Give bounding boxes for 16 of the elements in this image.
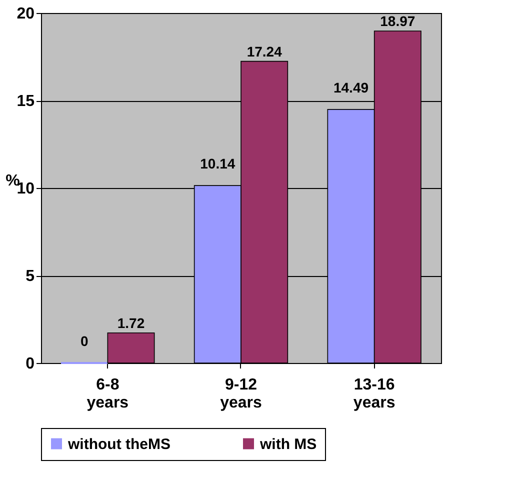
y-tick-label: 5 (26, 268, 35, 285)
legend-label: without theMS (67, 436, 170, 453)
y-tick-label: 0 (26, 356, 35, 372)
x-tick-label: 9-12 years (220, 376, 262, 412)
data-label: 18.97 (380, 13, 416, 30)
data-label: 17.24 (246, 43, 282, 60)
data-label: 14.49 (333, 79, 369, 96)
x-tick-label: 13-16 years (353, 376, 396, 412)
y-tick-label: 15 (16, 93, 35, 110)
data-label: 0 (80, 333, 88, 349)
legend-label: with MS (259, 436, 317, 453)
data-label: 10.14 (200, 156, 236, 172)
y-tick-label: 20 (16, 6, 35, 22)
y-axis-title: % (6, 172, 20, 190)
x-tick-label: 6-8 years (86, 376, 129, 412)
data-label: 1.72 (117, 314, 145, 331)
